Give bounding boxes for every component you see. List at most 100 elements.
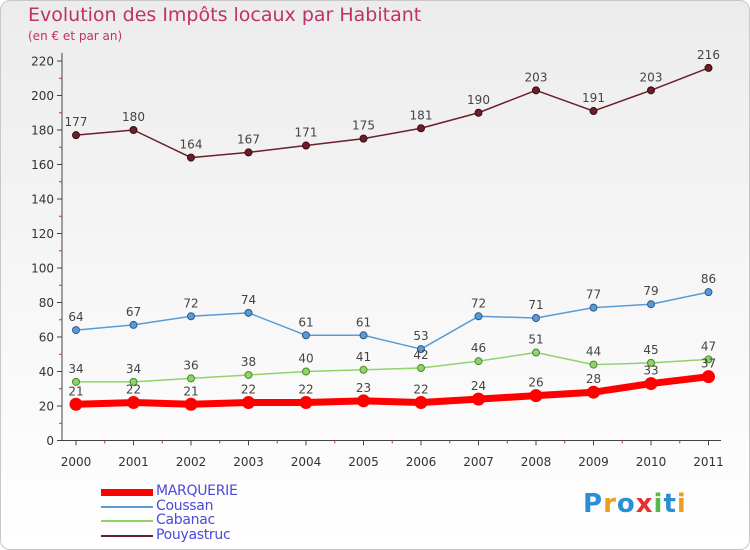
data-label-marquerie: 26 bbox=[528, 376, 543, 390]
logo-letter: t bbox=[663, 489, 677, 519]
data-label-cabanac: 41 bbox=[356, 350, 371, 364]
y-tick-label: 100 bbox=[31, 262, 54, 276]
x-tick-label: 2007 bbox=[463, 455, 494, 469]
data-point-coussan bbox=[474, 312, 483, 321]
data-label-pouyastruc: 190 bbox=[467, 93, 490, 107]
data-label-marquerie: 23 bbox=[356, 381, 371, 395]
data-point-cabanac bbox=[72, 377, 80, 386]
data-point-cabanac bbox=[359, 365, 368, 374]
data-point-coussan bbox=[532, 314, 540, 323]
data-point-cabanac bbox=[129, 377, 138, 386]
data-point-marquerie bbox=[472, 392, 485, 406]
data-label-cabanac: 36 bbox=[183, 358, 198, 372]
data-point-marquerie bbox=[529, 389, 543, 403]
data-point-coussan bbox=[589, 303, 598, 312]
data-label-coussan: 64 bbox=[68, 310, 83, 324]
data-point-cabanac bbox=[532, 348, 540, 357]
data-point-marquerie bbox=[184, 397, 198, 411]
y-tick-label: 200 bbox=[31, 89, 54, 103]
data-label-marquerie: 21 bbox=[68, 384, 83, 398]
data-label-pouyastruc: 216 bbox=[697, 48, 720, 62]
data-label-pouyastruc: 180 bbox=[122, 110, 145, 124]
x-tick-label: 2009 bbox=[578, 455, 609, 469]
data-label-pouyastruc: 181 bbox=[410, 108, 433, 122]
data-point-pouyastruc bbox=[417, 124, 425, 133]
legend-label: MARQUERIE bbox=[156, 483, 238, 499]
x-tick-label: 2004 bbox=[291, 455, 322, 469]
x-tick-label: 2003 bbox=[233, 455, 264, 469]
data-label-coussan: 77 bbox=[586, 288, 601, 302]
data-label-cabanac: 38 bbox=[241, 355, 256, 369]
x-tick-label: 2008 bbox=[521, 455, 552, 469]
data-label-pouyastruc: 164 bbox=[180, 138, 203, 152]
data-label-pouyastruc: 167 bbox=[237, 132, 260, 146]
logo-letter: x bbox=[635, 489, 654, 519]
legend-swatch bbox=[101, 534, 153, 537]
data-point-pouyastruc bbox=[532, 86, 540, 95]
data-label-cabanac: 42 bbox=[413, 348, 428, 362]
data-point-marquerie bbox=[127, 396, 140, 410]
data-point-coussan bbox=[704, 288, 713, 297]
data-label-pouyastruc: 177 bbox=[65, 115, 88, 129]
y-tick-label: 220 bbox=[31, 55, 54, 69]
y-tick-label: 60 bbox=[39, 331, 54, 345]
data-label-marquerie: 22 bbox=[241, 383, 256, 397]
data-point-coussan bbox=[417, 345, 425, 354]
data-point-pouyastruc bbox=[359, 134, 368, 143]
y-tick-label: 180 bbox=[31, 124, 54, 138]
data-point-pouyastruc bbox=[589, 107, 598, 116]
data-point-pouyastruc bbox=[187, 153, 195, 162]
series-line-pouyastruc bbox=[75, 67, 710, 159]
logo-letter: r bbox=[603, 489, 617, 519]
data-point-marquerie bbox=[702, 370, 715, 384]
data-point-cabanac bbox=[589, 360, 598, 369]
data-point-cabanac bbox=[187, 374, 195, 383]
y-tick-label: 20 bbox=[39, 400, 54, 414]
data-label-pouyastruc: 203 bbox=[640, 70, 663, 84]
data-point-cabanac bbox=[302, 367, 310, 376]
data-label-marquerie: 22 bbox=[413, 383, 428, 397]
data-point-marquerie bbox=[299, 396, 313, 410]
data-point-cabanac bbox=[704, 355, 713, 364]
data-label-marquerie: 28 bbox=[586, 372, 601, 386]
series-line-cabanac bbox=[75, 351, 710, 383]
legend-label: Coussan bbox=[156, 497, 214, 514]
y-tick-label: 0 bbox=[46, 434, 54, 448]
data-point-coussan bbox=[187, 312, 195, 321]
data-point-cabanac bbox=[647, 358, 655, 367]
data-label-coussan: 86 bbox=[701, 272, 716, 286]
data-label-cabanac: 34 bbox=[68, 362, 83, 376]
data-point-coussan bbox=[244, 308, 253, 317]
series-line-marquerie bbox=[72, 373, 712, 408]
data-point-cabanac bbox=[474, 357, 483, 366]
data-label-cabanac: 46 bbox=[471, 341, 486, 355]
x-tick-label: 2005 bbox=[348, 455, 379, 469]
legend-label: Pouyastruc bbox=[156, 526, 231, 543]
data-label-cabanac: 47 bbox=[701, 339, 716, 353]
y-tick-label: 160 bbox=[31, 158, 54, 172]
data-point-coussan bbox=[302, 331, 310, 340]
legend-swatch bbox=[101, 505, 153, 508]
data-point-pouyastruc bbox=[302, 141, 310, 150]
data-label-coussan: 61 bbox=[298, 315, 313, 329]
data-point-coussan bbox=[359, 331, 368, 340]
data-label-marquerie: 37 bbox=[701, 357, 716, 371]
data-label-coussan: 61 bbox=[356, 315, 371, 329]
data-label-cabanac: 34 bbox=[126, 362, 141, 376]
data-point-cabanac bbox=[417, 364, 425, 373]
data-label-marquerie: 21 bbox=[183, 384, 198, 398]
data-label-cabanac: 51 bbox=[528, 333, 543, 347]
data-label-coussan: 72 bbox=[183, 296, 198, 310]
data-label-cabanac: 45 bbox=[643, 343, 658, 357]
data-label-pouyastruc: 203 bbox=[525, 70, 548, 84]
x-tick-label: 2000 bbox=[61, 455, 92, 469]
y-tick-label: 40 bbox=[39, 365, 54, 379]
data-label-pouyastruc: 171 bbox=[295, 126, 318, 140]
data-point-pouyastruc bbox=[72, 131, 80, 140]
data-label-cabanac: 44 bbox=[586, 345, 601, 359]
data-point-coussan bbox=[129, 320, 138, 329]
data-point-marquerie bbox=[242, 396, 255, 410]
data-point-marquerie bbox=[414, 396, 428, 410]
